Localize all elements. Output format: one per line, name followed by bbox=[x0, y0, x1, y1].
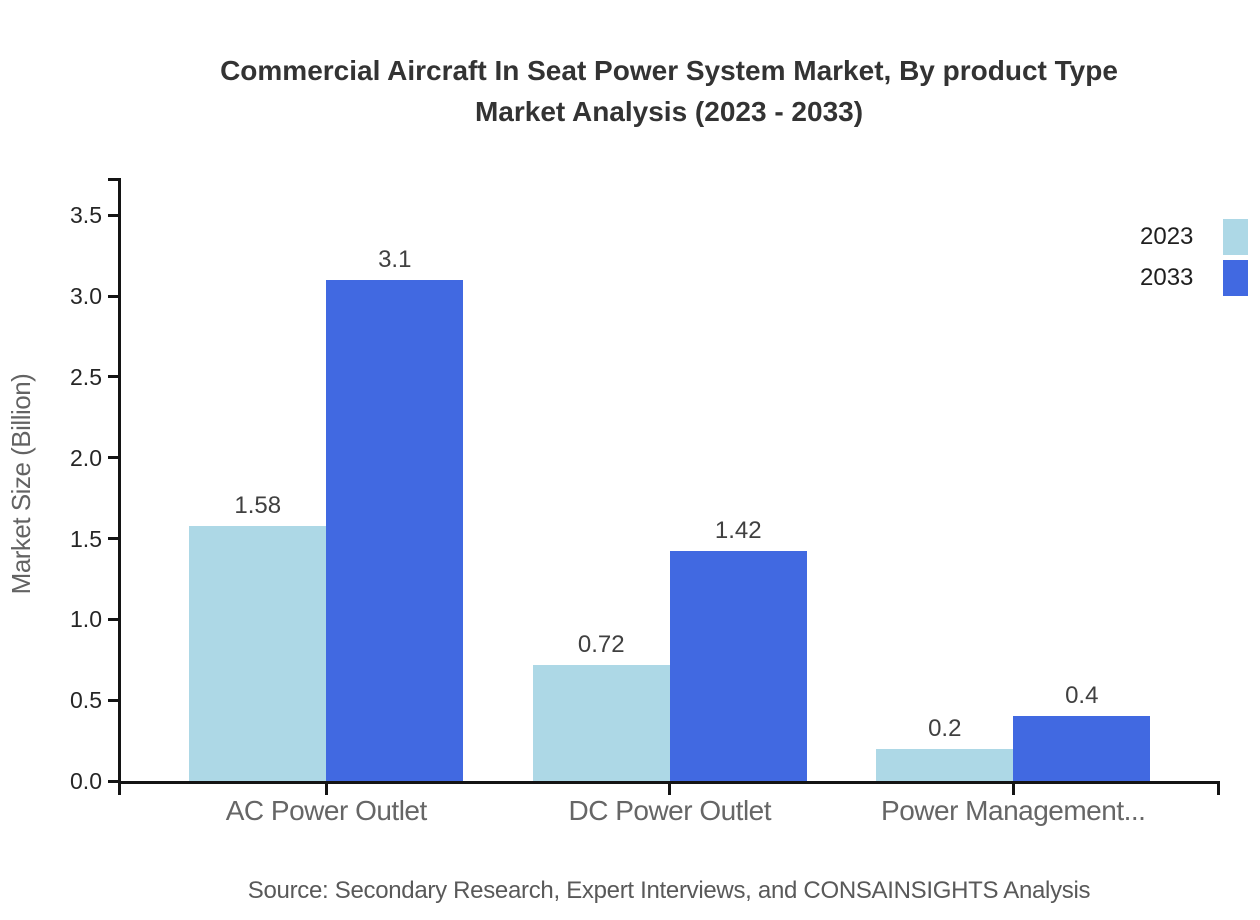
y-tick-mark bbox=[108, 375, 118, 379]
bar-2033-AC Power Outlet bbox=[326, 279, 464, 781]
y-axis-title: Market Size (Billion) bbox=[6, 373, 36, 595]
legend-swatch-2033 bbox=[1223, 260, 1248, 296]
chart-title-line2: Market Analysis (2023 - 2033) bbox=[474, 96, 864, 127]
bar-2023-DC Power Outlet bbox=[532, 664, 670, 781]
y-tick-mark bbox=[108, 294, 118, 298]
y-tick-label: 1.0 bbox=[70, 606, 102, 633]
source-note: Source: Secondary Research, Expert Inter… bbox=[247, 877, 1091, 904]
plot-area: 0.0 0.5 1.0 1.5 2.0 2.5 3.0 3.5 AC Power Outlet… bbox=[70, 178, 1220, 826]
x-tick-mark bbox=[1011, 784, 1015, 795]
legend-label: 2023 bbox=[1140, 223, 1194, 250]
bar-value-label: 0.4 bbox=[1065, 682, 1099, 710]
bar-value-label: 0.2 bbox=[928, 714, 962, 742]
y-tick-label: 0.0 bbox=[70, 768, 102, 794]
y-tick-mark bbox=[108, 617, 118, 621]
x-tick-mark bbox=[324, 784, 328, 795]
y-axis-end-tick bbox=[108, 178, 121, 181]
y-tick-mark bbox=[108, 537, 118, 540]
y-tick-mark bbox=[108, 698, 118, 702]
y-tick-label: 2.5 bbox=[70, 363, 102, 390]
y-tick-mark bbox=[108, 456, 118, 460]
bar-value-label: 3.1 bbox=[378, 245, 412, 273]
bar-2033-DC Power Outlet bbox=[669, 551, 807, 781]
x-tick-mark bbox=[668, 784, 672, 795]
bar-value-label: 1.42 bbox=[714, 517, 762, 545]
y-tick-label: 1.5 bbox=[70, 525, 102, 552]
legend-item-2023: 2023 bbox=[1140, 219, 1260, 255]
y-tick-mark bbox=[108, 213, 118, 217]
bar-value-label: 0.72 bbox=[577, 630, 625, 658]
y-tick-label: 3.0 bbox=[70, 283, 102, 309]
x-category-label: AC Power Outlet bbox=[225, 795, 428, 826]
y-axis-line bbox=[118, 178, 121, 784]
x-tick-mark bbox=[118, 784, 121, 795]
x-tick-mark bbox=[1217, 784, 1220, 795]
legend: 2023 2033 bbox=[1140, 219, 1260, 301]
x-axis-line bbox=[118, 781, 1220, 784]
bar-2023-AC Power Outlet bbox=[189, 525, 327, 781]
x-category-label: Power Management... bbox=[881, 795, 1146, 826]
bar-value-label: 1.58 bbox=[234, 491, 282, 519]
y-tick-label: 3.5 bbox=[70, 202, 102, 229]
chart-title-line1: Commercial Aircraft In Seat Power System… bbox=[220, 55, 1118, 86]
legend-label: 2033 bbox=[1140, 264, 1194, 291]
legend-item-2033: 2033 bbox=[1140, 260, 1260, 296]
bar-2023-Power Management... bbox=[876, 748, 1014, 781]
bar-2033-Power Management... bbox=[1013, 716, 1151, 781]
y-tick-mark bbox=[108, 779, 118, 783]
x-category-label: DC Power Outlet bbox=[568, 795, 772, 826]
y-tick-label: 2.0 bbox=[70, 444, 102, 471]
chart-title: Commercial Aircraft In Seat Power System… bbox=[118, 50, 1220, 132]
legend-swatch-2023 bbox=[1223, 219, 1248, 255]
y-tick-label: 0.5 bbox=[70, 687, 102, 714]
